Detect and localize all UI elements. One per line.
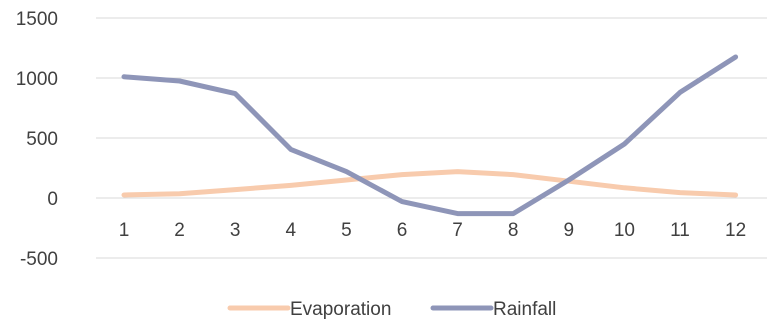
x-tick-label: 12 xyxy=(725,220,746,241)
x-tick-label: 3 xyxy=(230,220,241,241)
x-tick-label: 11 xyxy=(670,220,690,241)
gridlines xyxy=(96,17,767,259)
y-tick-label: 1500 xyxy=(16,9,58,30)
legend-label: Rainfall xyxy=(493,299,556,320)
x-tick-label: 4 xyxy=(286,220,297,241)
x-tick-label: 2 xyxy=(174,220,185,241)
series-line-evaporation xyxy=(121,169,739,198)
x-tick-label: 6 xyxy=(397,220,408,241)
series-lines xyxy=(121,54,739,217)
y-tick-label: 0 xyxy=(47,189,58,210)
legend: Evaporation Rainfall xyxy=(227,299,556,320)
x-tick-label: 10 xyxy=(614,220,635,241)
x-tick-label: 5 xyxy=(341,220,352,241)
x-tick-label: 9 xyxy=(564,220,575,241)
x-axis-tick-labels: 1 2 3 4 5 6 7 8 9 10 11 12 xyxy=(119,220,746,241)
x-tick-label: 7 xyxy=(452,220,463,241)
y-tick-label: 1000 xyxy=(16,69,58,90)
legend-item-rainfall: Rainfall xyxy=(430,299,556,320)
x-tick-label: 8 xyxy=(508,220,519,241)
y-tick-label: -500 xyxy=(20,249,58,270)
y-tick-label: 500 xyxy=(26,129,58,150)
legend-label: Evaporation xyxy=(290,299,391,320)
series-line-rainfall xyxy=(121,54,739,217)
legend-item-evaporation: Evaporation xyxy=(227,299,391,320)
y-axis-tick-labels: 1500 1000 500 0 -500 xyxy=(16,9,58,270)
x-tick-label: 1 xyxy=(119,220,130,241)
